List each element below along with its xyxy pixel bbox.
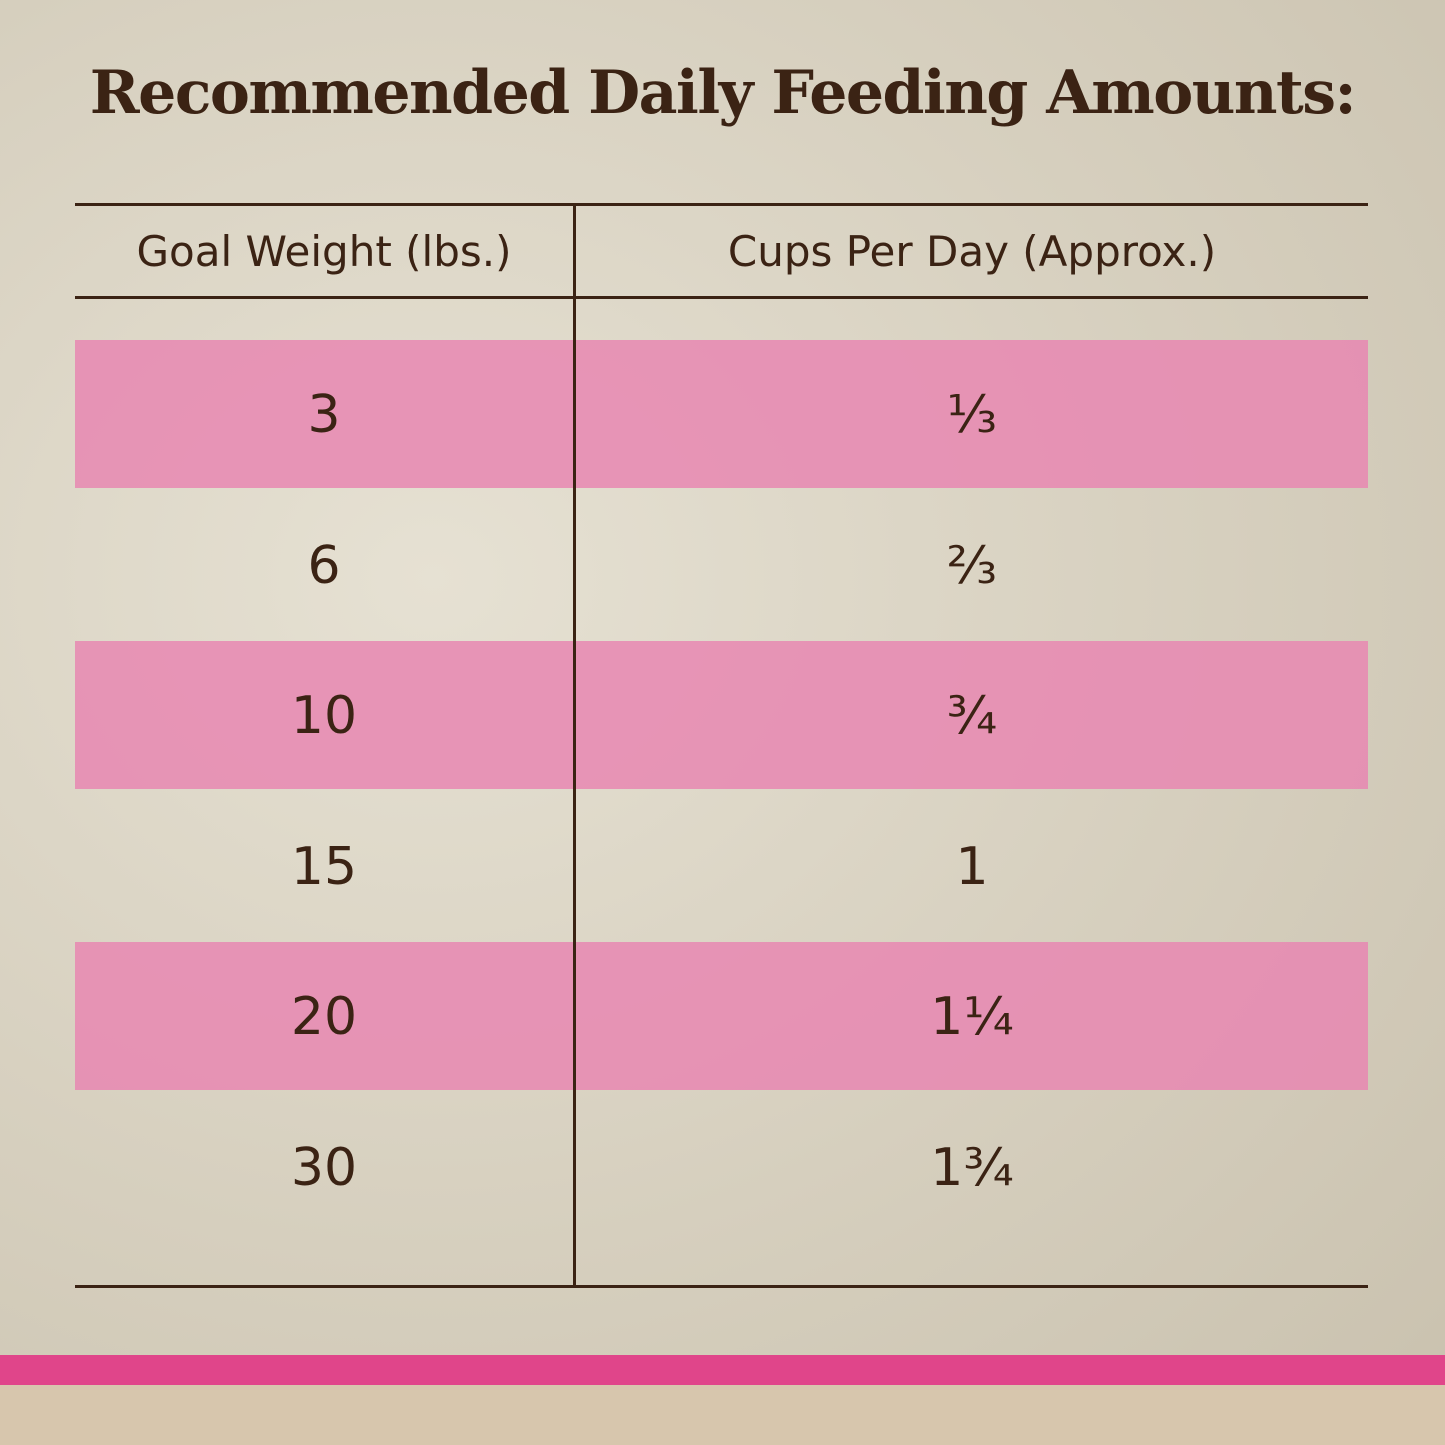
row-highlight xyxy=(75,942,1368,1090)
weight-cell: 10 xyxy=(290,686,358,746)
row-highlight xyxy=(75,641,1368,789)
rule xyxy=(75,1285,1368,1288)
column-header: Goal Weight (lbs.) xyxy=(136,227,512,276)
weight-cell: 6 xyxy=(307,535,341,596)
weight-cell: 20 xyxy=(290,987,358,1047)
weight-cell: 15 xyxy=(290,836,358,897)
cups-cell: ⅔ xyxy=(946,535,998,596)
rule xyxy=(75,203,1368,206)
cups-cell: ¾ xyxy=(946,686,998,746)
weight-cell: 30 xyxy=(290,1137,358,1198)
row-highlight xyxy=(75,340,1368,488)
column-divider xyxy=(573,205,576,1287)
weight-cell: 3 xyxy=(307,385,341,445)
rule xyxy=(75,296,1368,299)
cups-cell: 1 xyxy=(955,836,989,897)
footer-band xyxy=(0,1385,1445,1445)
title: Recommended Daily Feeding Amounts: xyxy=(89,58,1357,128)
cups-cell: 1¼ xyxy=(930,987,1014,1047)
column-header: Cups Per Day (Approx.) xyxy=(727,227,1217,276)
accent-strip xyxy=(0,1355,1445,1385)
cups-cell: 1¾ xyxy=(930,1137,1014,1198)
cups-cell: ⅓ xyxy=(946,385,998,445)
